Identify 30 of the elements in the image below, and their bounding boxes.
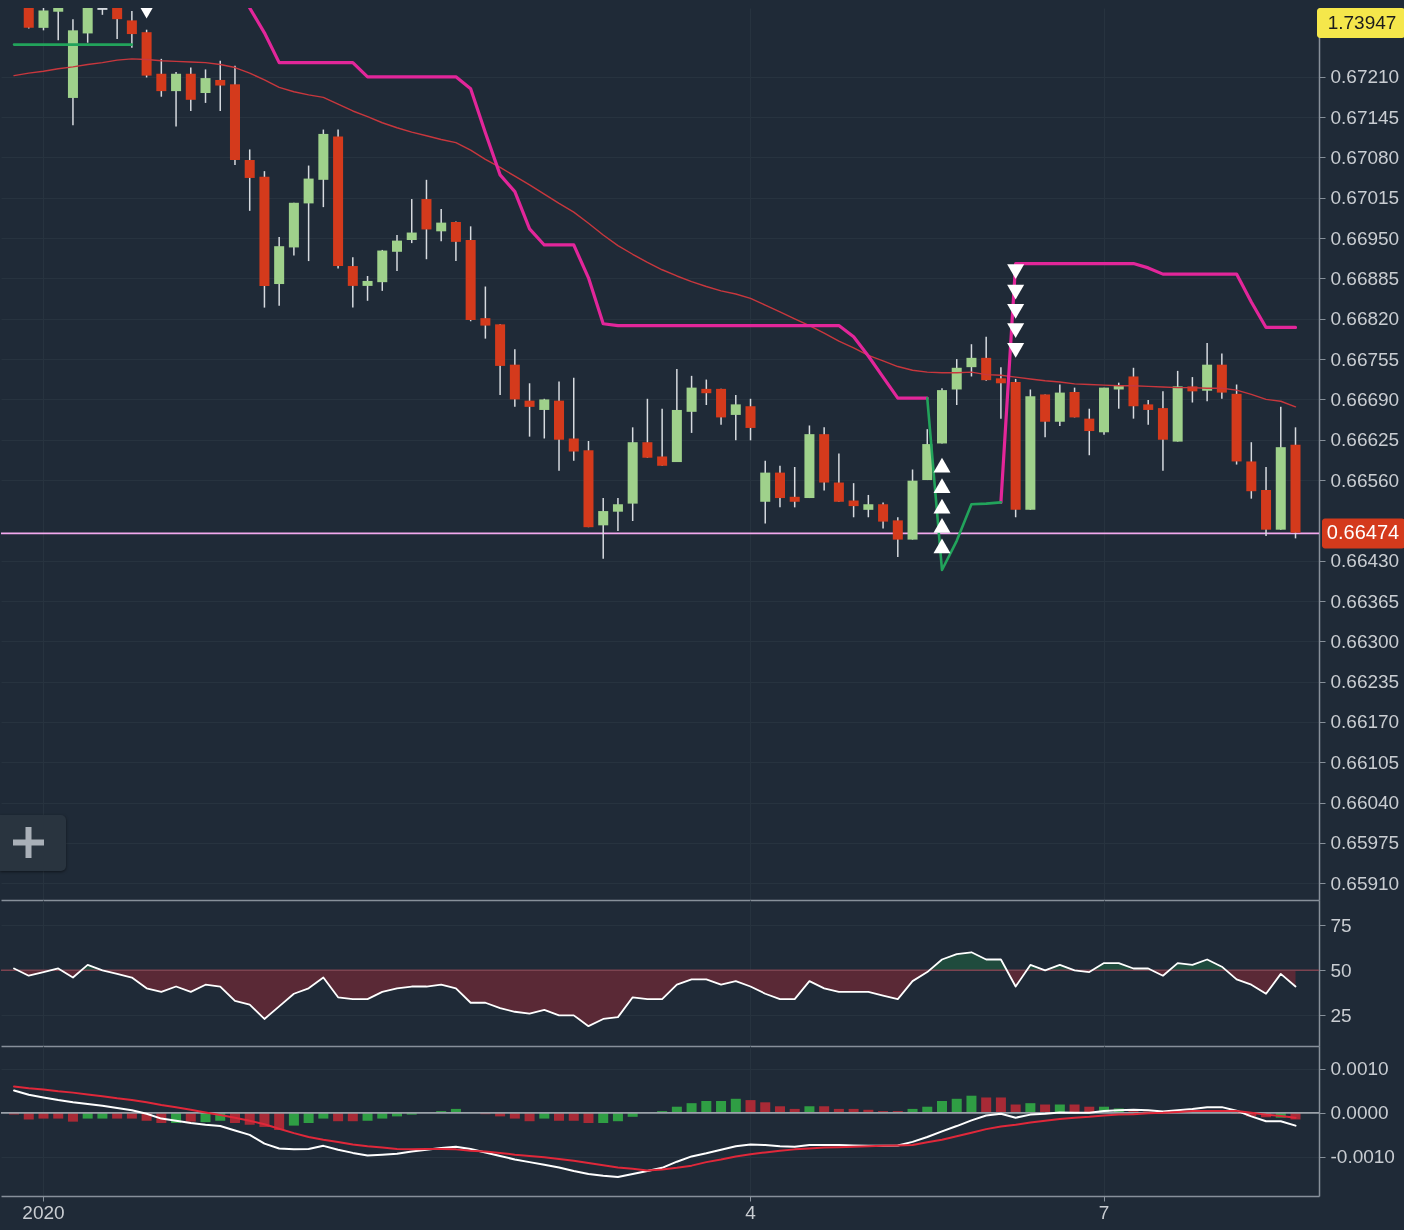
y-tick-label: 0.66560 [1330, 469, 1400, 491]
y-tick-label: 0.66300 [1330, 630, 1400, 652]
x-tick-label: 7 [1098, 1201, 1110, 1223]
y-tick-label: 0.67015 [1330, 187, 1400, 209]
y-tick-label: 50 [1330, 959, 1352, 981]
y-tick-label: 0.66430 [1330, 550, 1400, 572]
y-tick-label: 0.66950 [1330, 227, 1400, 249]
y-tick-label: 0.67145 [1330, 106, 1400, 128]
y-tick-label: 0.65975 [1330, 832, 1400, 854]
y-tick-label: 0.66690 [1330, 388, 1400, 410]
y-tick-label: 0.66105 [1330, 751, 1400, 773]
y-tick-label: 0.0010 [1330, 1058, 1389, 1080]
y-tick-label: 0.66365 [1330, 590, 1400, 612]
y-tick-label: 0.66625 [1330, 429, 1400, 451]
y-tick-label: 0.0000 [1330, 1102, 1389, 1124]
y-tick-label: 25 [1330, 1004, 1352, 1026]
y-tick-label: 0.66820 [1330, 308, 1400, 330]
y-tick-label: 0.66040 [1330, 792, 1400, 814]
y-tick-label: -0.0010 [1330, 1146, 1395, 1168]
x-tick-label: 2020 [22, 1201, 65, 1223]
y-tick-label: 0.66235 [1330, 671, 1400, 693]
y-tick-label: 0.67210 [1330, 66, 1400, 88]
text: 1.73947 [1327, 12, 1397, 33]
y-tick-label: 0.66170 [1330, 711, 1400, 733]
y-tick-label: 0.66885 [1330, 267, 1400, 289]
y-tick-label: 0.65910 [1330, 872, 1400, 894]
y-tick-label: 0.66755 [1330, 348, 1400, 370]
x-tick-label: 4 [745, 1201, 757, 1223]
y-tick-label: 0.67080 [1330, 146, 1400, 168]
y-tick-label: 75 [1330, 914, 1352, 936]
